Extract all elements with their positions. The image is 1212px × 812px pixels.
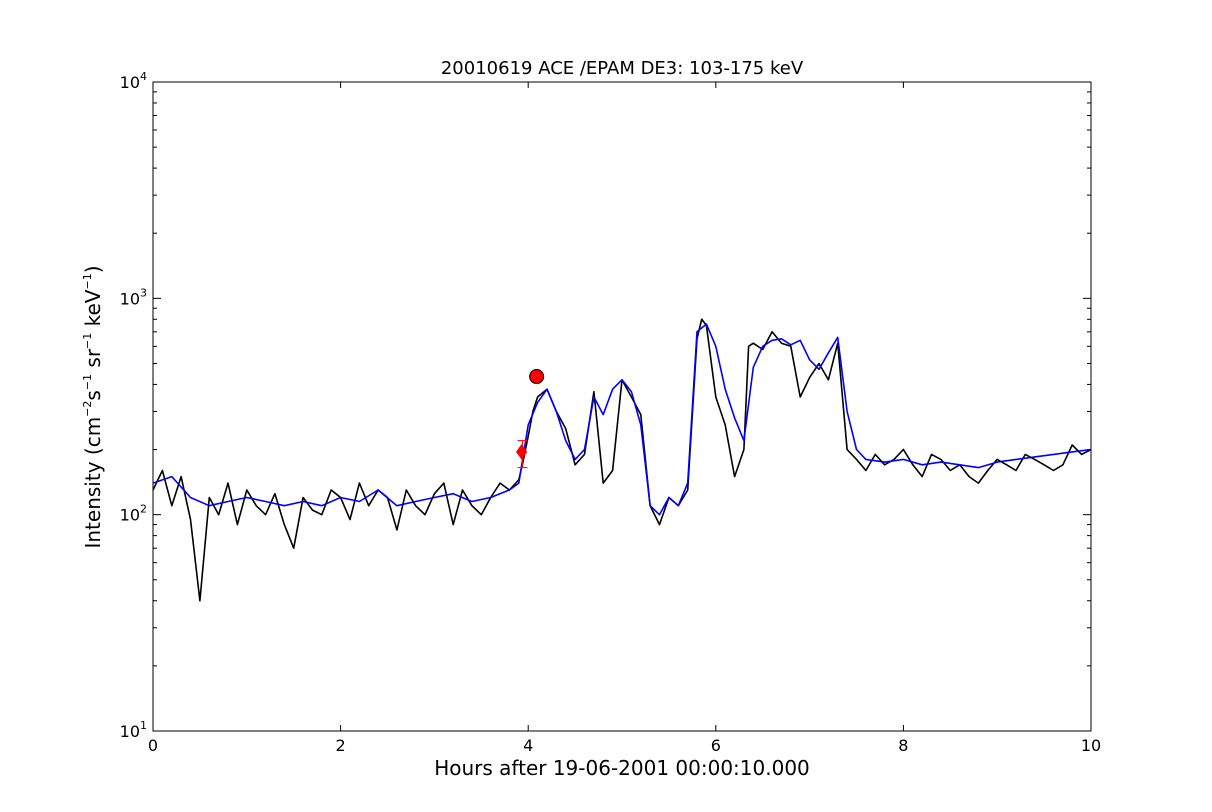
y-tick-exponent: 4 [140, 70, 147, 83]
y-axis-label-prefix: Intensity (cm [81, 417, 105, 549]
x-axis-ticks: 0 2 4 6 8 10 [148, 82, 1101, 755]
chart-title: 20010619 ACE /EPAM DE3: 103-175 keV [441, 58, 804, 79]
plot-frame [152, 81, 1092, 732]
y-axis-label-suffix: ) [81, 265, 105, 273]
y-tick-base: 10 [120, 722, 140, 741]
y-tick-base: 10 [120, 289, 140, 308]
y-tick-exponent: 3 [140, 286, 147, 299]
event-diamond-marker [516, 444, 528, 460]
y-tick-label: 102 [120, 503, 147, 525]
x-axis-label: Hours after 19-06-2001 00:00:10.000 [434, 756, 810, 780]
x-tick-label: 4 [523, 736, 533, 755]
y-tick-exponent: 2 [140, 503, 147, 516]
y-axis-label-sup1: −2 [81, 401, 94, 417]
x-tick-label: 10 [1081, 736, 1101, 755]
y-axis-label-sup2: −1 [81, 374, 94, 390]
event-circle-marker [529, 369, 545, 385]
series-layer [152, 318, 1092, 602]
y-axis-label-sup4: −1 [81, 273, 94, 289]
y-tick-label: 101 [120, 719, 147, 741]
y-tick-label: 104 [120, 70, 147, 92]
x-tick-label: 8 [898, 736, 908, 755]
marker-layer [516, 369, 545, 469]
x-tick-label: 6 [711, 736, 721, 755]
y-tick-base: 10 [120, 506, 140, 525]
y-tick-exponent: 1 [140, 719, 147, 732]
x-tick-label: 0 [148, 736, 158, 755]
y-axis-label: Intensity (cm−2s−1 sr−1 keV−1) [81, 265, 105, 548]
series-line [152, 323, 1092, 516]
y-tick-base: 10 [120, 73, 140, 92]
y-axis-label-s: s [81, 390, 105, 400]
y-axis-label-sr: sr [81, 348, 105, 374]
y-axis-label-sup3: −1 [81, 333, 94, 349]
series-line [152, 318, 1092, 602]
y-tick-label: 103 [120, 286, 147, 308]
x-tick-label: 2 [336, 736, 346, 755]
y-axis-label-kev: keV [81, 289, 105, 333]
